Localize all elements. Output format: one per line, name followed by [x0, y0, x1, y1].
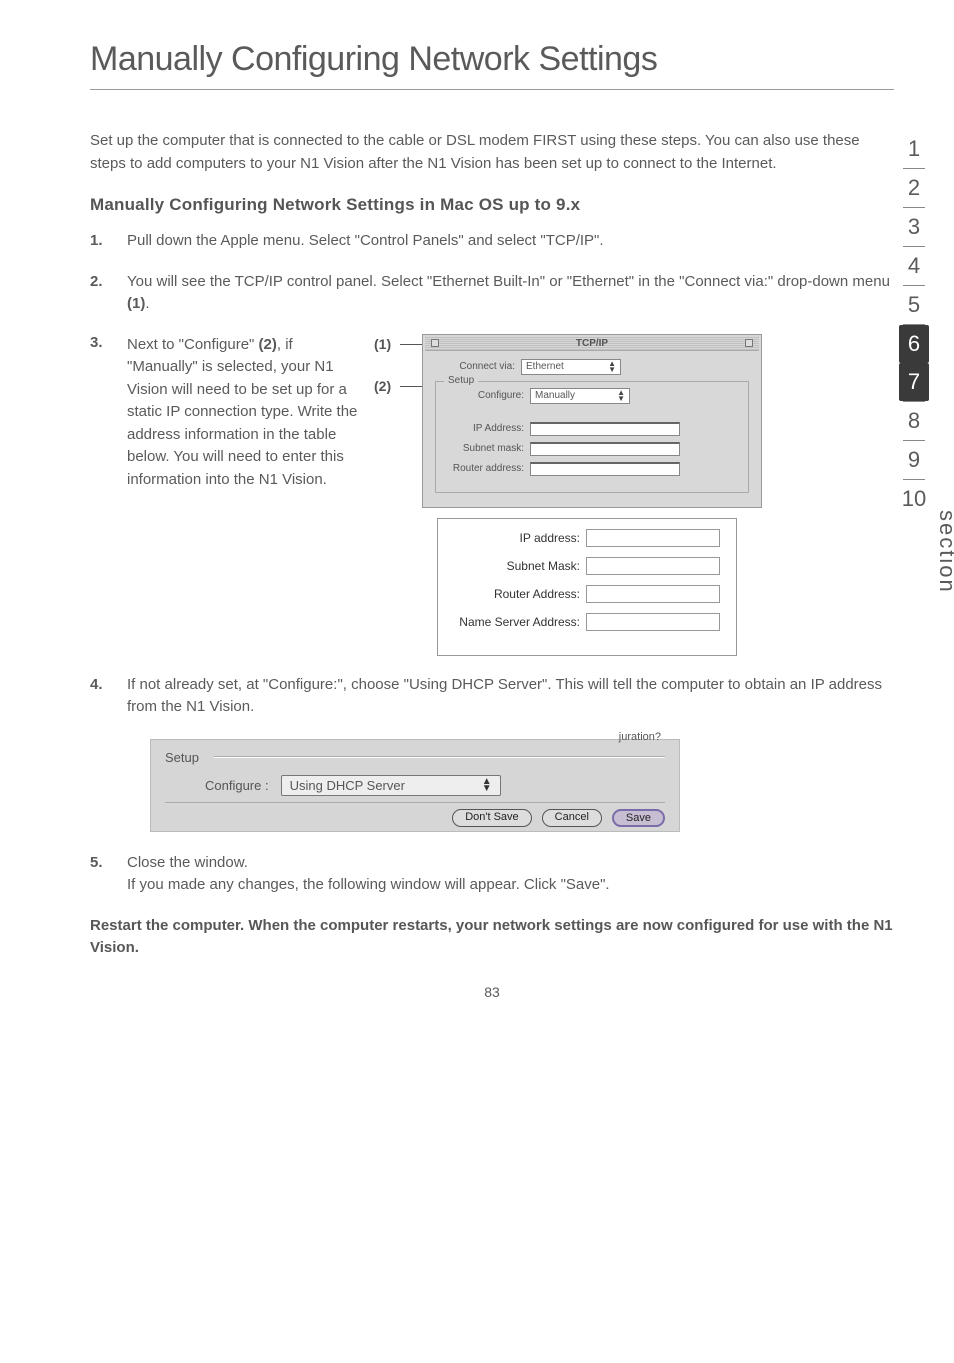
callout-1: (1): [374, 336, 391, 352]
step-1: 1. Pull down the Apple menu. Select "Con…: [90, 230, 894, 253]
step-5: 5. Close the window. If you made any cha…: [90, 852, 894, 897]
step-number: 3.: [90, 334, 112, 656]
sidenav-item-10[interactable]: 10: [902, 480, 926, 518]
step-callout-ref: (1): [127, 295, 145, 312]
table-row: IP address:: [450, 529, 720, 547]
ip-label: IP Address:: [444, 423, 524, 434]
configure-row: Configure : Using DHCP Server ▲▼: [165, 775, 665, 796]
step-number: 1.: [90, 230, 112, 253]
section-heading: Manually Configuring Network Settings in…: [90, 195, 894, 215]
router-field[interactable]: [586, 585, 720, 603]
step-3-figures: (1) (2) TCP/IP Connect via: Ethernet ▲▼: [382, 334, 894, 656]
configure-select[interactable]: Manually ▲▼: [530, 388, 630, 404]
connect-via-label: Connect via:: [435, 361, 515, 372]
select-value: Ethernet: [526, 361, 564, 372]
router-label: Router Address:: [450, 587, 580, 601]
ip-label: IP address:: [450, 531, 580, 545]
section-vertical-label: section: [934, 510, 954, 594]
sidenav-item-8[interactable]: 8: [908, 402, 920, 440]
dropdown-arrows-icon: ▲▼: [617, 390, 625, 402]
address-info-table: IP address: Subnet Mask: Router Address:…: [437, 518, 737, 656]
intro-paragraph: Set up the computer that is connected to…: [90, 130, 894, 175]
nameserver-field[interactable]: [586, 613, 720, 631]
configure-label: Configure:: [444, 390, 524, 401]
router-input[interactable]: [530, 462, 680, 476]
dropdown-arrows-icon: ▲▼: [608, 361, 616, 373]
page-number: 83: [90, 984, 894, 1000]
dropdown-arrows-icon: ▲▼: [482, 778, 492, 792]
title-rule: [90, 89, 894, 90]
setup-label: Setup: [165, 750, 199, 765]
connect-via-row: Connect via: Ethernet ▲▼: [435, 359, 749, 375]
step-body: You will see the TCP/IP control panel. S…: [127, 271, 894, 316]
panel-body: Connect via: Ethernet ▲▼ Setup Configure…: [425, 351, 759, 505]
subnet-field[interactable]: [586, 557, 720, 575]
callout-2: (2): [374, 378, 391, 394]
step-number: 4.: [90, 674, 112, 719]
page-title: Manually Configuring Network Settings: [90, 40, 894, 79]
restart-instruction: Restart the computer. When the computer …: [90, 915, 894, 960]
ip-row: IP Address:: [444, 422, 740, 436]
configure-row: Configure: Manually ▲▼: [444, 388, 740, 404]
subnet-label: Subnet Mask:: [450, 559, 580, 573]
steps-list: 1. Pull down the Apple menu. Select "Con…: [90, 230, 894, 719]
select-value: Manually: [535, 390, 575, 401]
step-3: 3. Next to "Configure" (2), if "Manually…: [90, 334, 894, 656]
dhcp-dialog: Setup juration? Configure : Using DHCP S…: [150, 739, 680, 832]
sidenav-item-4[interactable]: 4: [908, 247, 920, 285]
dialog-button-row: Don't Save Cancel Save: [165, 809, 665, 827]
sidenav-item-1[interactable]: 1: [908, 130, 920, 168]
save-button[interactable]: Save: [612, 809, 665, 827]
setup-fieldset: Setup Configure: Manually ▲▼ IP Address:: [435, 381, 749, 493]
subnet-row: Subnet mask:: [444, 442, 740, 456]
step-number: 2.: [90, 271, 112, 316]
step-number: 5.: [90, 852, 112, 897]
uration-text: juration?: [619, 731, 661, 743]
window-title: TCP/IP: [445, 338, 739, 349]
table-row: Name Server Address:: [450, 613, 720, 631]
subnet-label: Subnet mask:: [444, 443, 524, 454]
step-text: If you made any changes, the following w…: [127, 876, 610, 893]
cancel-button[interactable]: Cancel: [542, 809, 602, 827]
step-text: You will see the TCP/IP control panel. S…: [127, 273, 890, 290]
step-callout-ref: (2): [259, 336, 277, 353]
router-row: Router address:: [444, 462, 740, 476]
ip-input[interactable]: [530, 422, 680, 436]
sidenav-item-3[interactable]: 3: [908, 208, 920, 246]
step-body: Pull down the Apple menu. Select "Contro…: [127, 230, 894, 253]
configure-label: Configure :: [205, 778, 269, 793]
sidenav-item-2[interactable]: 2: [908, 169, 920, 207]
dhcp-top-row: Setup juration?: [165, 750, 665, 765]
ip-field[interactable]: [586, 529, 720, 547]
subnet-input[interactable]: [530, 442, 680, 456]
step-text: Next to "Configure": [127, 336, 259, 353]
step-text: Close the window.: [127, 854, 248, 871]
step-text: , if "Manually" is selected, your N1 Vis…: [127, 336, 357, 488]
tcpip-control-panel: TCP/IP Connect via: Ethernet ▲▼ Setup: [422, 334, 762, 508]
sidenav-item-7[interactable]: 7: [899, 363, 929, 401]
table-row: Subnet Mask:: [450, 557, 720, 575]
sidenav-item-6[interactable]: 6: [899, 325, 929, 363]
nameserver-label: Name Server Address:: [450, 615, 580, 629]
sidenav-item-9[interactable]: 9: [908, 441, 920, 479]
window-titlebar: TCP/IP: [425, 337, 759, 351]
step-text: .: [145, 295, 149, 312]
dont-save-button[interactable]: Don't Save: [452, 809, 531, 827]
step-body: Next to "Configure" (2), if "Manually" i…: [127, 334, 367, 656]
step-body: If not already set, at "Configure:", cho…: [127, 674, 894, 719]
zoom-icon[interactable]: [745, 339, 753, 347]
close-icon[interactable]: [431, 339, 439, 347]
setup-legend: Setup: [444, 375, 478, 386]
side-nav: 1 2 3 4 5 6 7 8 9 10: [892, 130, 936, 518]
table-row: Router Address:: [450, 585, 720, 603]
step-2: 2. You will see the TCP/IP control panel…: [90, 271, 894, 316]
connect-via-select[interactable]: Ethernet ▲▼: [521, 359, 621, 375]
step-4: 4. If not already set, at "Configure:", …: [90, 674, 894, 719]
step-body: Close the window. If you made any change…: [127, 852, 894, 897]
router-label: Router address:: [444, 463, 524, 474]
select-value: Using DHCP Server: [290, 778, 405, 793]
sidenav-item-5[interactable]: 5: [908, 286, 920, 324]
dhcp-configure-select[interactable]: Using DHCP Server ▲▼: [281, 775, 501, 796]
